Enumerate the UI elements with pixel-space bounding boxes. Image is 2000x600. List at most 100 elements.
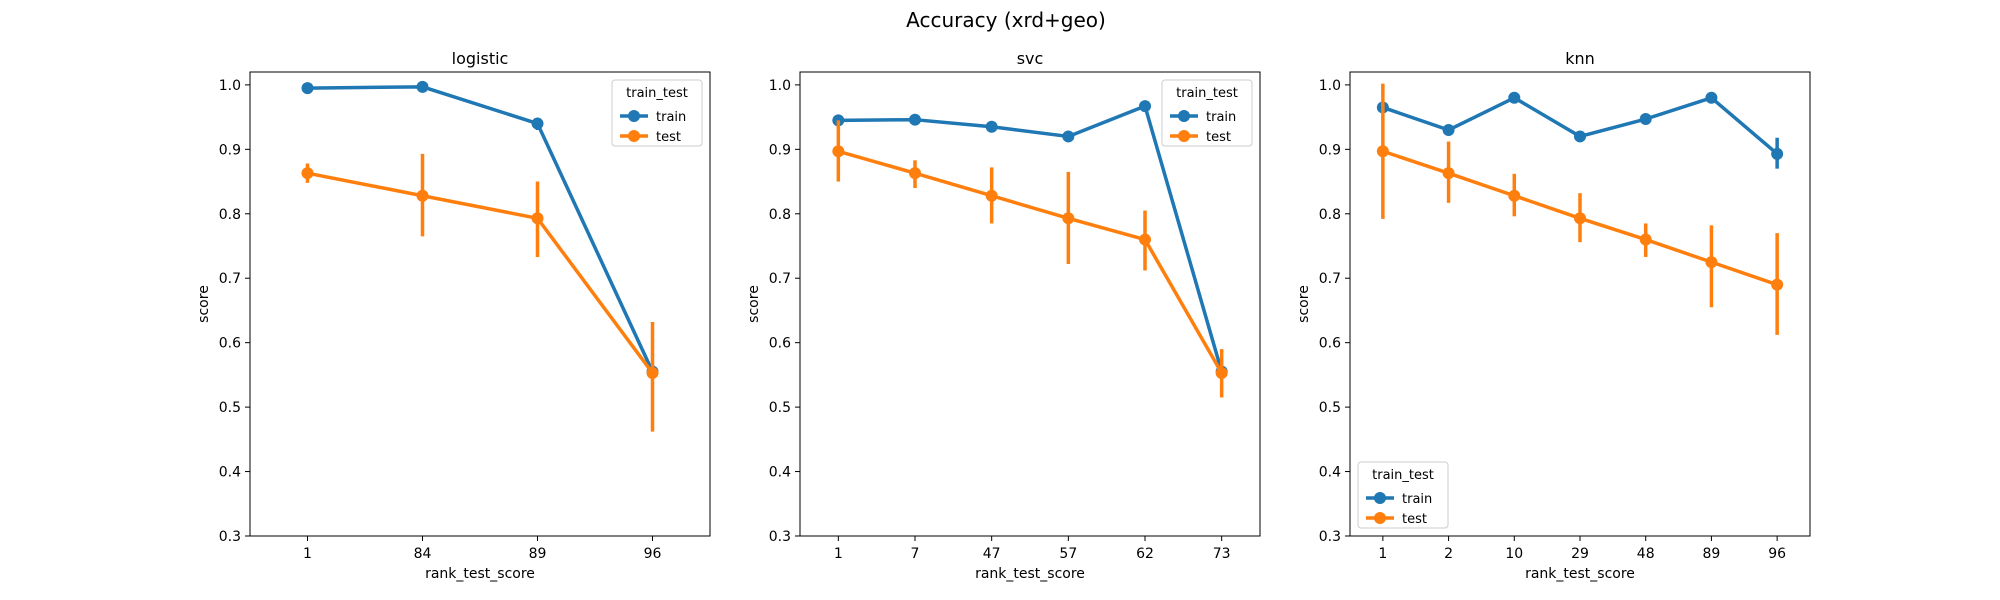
series-train — [301, 80, 659, 379]
x-tick-label: 89 — [1703, 546, 1721, 562]
legend-swatch-marker — [1374, 492, 1386, 504]
y-axis-label: score — [746, 285, 762, 323]
legend-label: test — [1206, 130, 1231, 145]
y-tick-label: 0.3 — [1319, 529, 1341, 545]
data-point-test — [1771, 278, 1784, 291]
y-axis-label: score — [196, 285, 212, 323]
data-point-test — [1508, 189, 1521, 202]
series-line-test — [837, 149, 1224, 374]
y-tick-label: 0.6 — [769, 336, 791, 352]
subplots: logistic 0.3 0.4 0.5 0.6 0.7 0.8 0.9 1.0 1 84 89 96 r… — [196, 49, 1811, 582]
subplot-svc: svc 0.3 0.4 0.5 0.6 0.7 0.8 0.9 1.0 1 7 47 57 62 73 ran… — [746, 49, 1261, 582]
x-tick-label: 48 — [1637, 546, 1655, 562]
x-axis-label: rank_test_score — [1525, 566, 1635, 582]
data-point-test — [416, 189, 429, 202]
x-tick-label: 57 — [1059, 546, 1077, 562]
data-point-test — [531, 212, 544, 225]
x-tick-label: 47 — [983, 546, 1001, 562]
legend-title: train_test — [626, 86, 688, 101]
legend-title: train_test — [1372, 468, 1434, 483]
y-tick-label: 0.6 — [219, 336, 241, 352]
legend-box — [611, 79, 703, 147]
subplot-title: knn — [1565, 49, 1595, 68]
figure-title: Accuracy (xrd+geo) — [906, 8, 1106, 32]
data-point-test — [909, 167, 921, 180]
legend-label: train — [1402, 492, 1432, 507]
data-point-train — [416, 80, 429, 93]
data-point-train — [1574, 130, 1586, 143]
data-point-train — [1639, 113, 1652, 126]
series-line-train — [307, 85, 655, 373]
x-tick-label: 10 — [1505, 546, 1523, 562]
x-tick-label: 7 — [911, 546, 920, 562]
x-tick-label: 29 — [1571, 546, 1589, 562]
legend-swatch-marker — [1178, 110, 1190, 122]
series-line-train — [1382, 96, 1779, 156]
legend-label: train — [1206, 110, 1236, 125]
data-point-train — [1771, 147, 1784, 160]
data-point-test — [1139, 233, 1151, 246]
x-axis-label: rank_test_score — [975, 566, 1085, 582]
x-tick-label: 1 — [834, 546, 843, 562]
y-tick-label: 0.5 — [219, 400, 241, 416]
x-tick-label: 1 — [303, 546, 312, 562]
y-tick-label: 0.4 — [219, 465, 241, 481]
series-test — [301, 153, 659, 432]
plot-area — [799, 71, 1261, 537]
x-tick-label: 96 — [1768, 546, 1786, 562]
y-tick-label: 0.7 — [1319, 271, 1341, 287]
y-tick-label: 0.3 — [769, 529, 791, 545]
data-point-test — [1705, 256, 1718, 269]
legend-label: train — [656, 110, 686, 125]
data-point-test — [646, 366, 659, 379]
y-tick-label: 0.8 — [1319, 207, 1341, 223]
x-tick-label: 1 — [1378, 546, 1387, 562]
x-tick-label: 62 — [1136, 546, 1154, 562]
legend-label: test — [1402, 512, 1427, 527]
y-tick-label: 0.8 — [219, 207, 241, 223]
y-tick-label: 0.4 — [769, 465, 791, 481]
y-axis-label: score — [1296, 285, 1312, 323]
x-axis-label: rank_test_score — [425, 566, 535, 582]
y-tick-label: 0.9 — [1319, 142, 1341, 158]
y-tick-label: 1.0 — [219, 78, 241, 94]
data-point-train — [985, 120, 998, 133]
y-tick-label: 0.4 — [1319, 465, 1341, 481]
legend-box — [1357, 461, 1449, 529]
data-point-test — [1215, 366, 1228, 379]
data-point-test — [1574, 212, 1586, 225]
series-line-test — [307, 171, 654, 374]
legend-box — [1161, 79, 1253, 147]
data-point-test — [985, 189, 998, 202]
y-tick-label: 0.9 — [769, 142, 791, 158]
series-train — [1376, 91, 1784, 169]
plot-area — [249, 71, 711, 537]
legend-title: train_test — [1176, 86, 1238, 101]
x-tick-label: 73 — [1213, 546, 1231, 562]
data-point-train — [1062, 130, 1075, 143]
x-tick-label: 2 — [1444, 546, 1453, 562]
data-point-test — [1442, 167, 1455, 180]
y-tick-label: 0.7 — [219, 271, 241, 287]
legend-swatch-marker — [628, 110, 640, 122]
series-line-train — [838, 104, 1224, 373]
data-point-train — [301, 82, 314, 95]
subplot-logistic: logistic 0.3 0.4 0.5 0.6 0.7 0.8 0.9 1.0 1 84 89 96 r… — [196, 49, 711, 582]
y-tick-label: 0.3 — [219, 529, 241, 545]
data-point-test — [1376, 145, 1389, 158]
data-point-train — [1139, 100, 1151, 113]
subplot-knn: knn 0.3 0.4 0.5 0.6 0.7 0.8 0.9 1.0 1 2 10 29 48 89 96 r… — [1296, 49, 1811, 582]
legend-swatch-marker — [628, 130, 640, 142]
legend-swatch-marker — [1374, 512, 1386, 524]
data-point-test — [832, 145, 845, 158]
data-point-train — [1508, 91, 1521, 104]
series-test — [1376, 83, 1784, 335]
y-tick-label: 0.9 — [219, 142, 241, 158]
y-tick-label: 1.0 — [1319, 78, 1341, 94]
data-point-test — [301, 167, 314, 180]
x-tick-label: 89 — [529, 546, 547, 562]
data-point-train — [909, 113, 921, 126]
